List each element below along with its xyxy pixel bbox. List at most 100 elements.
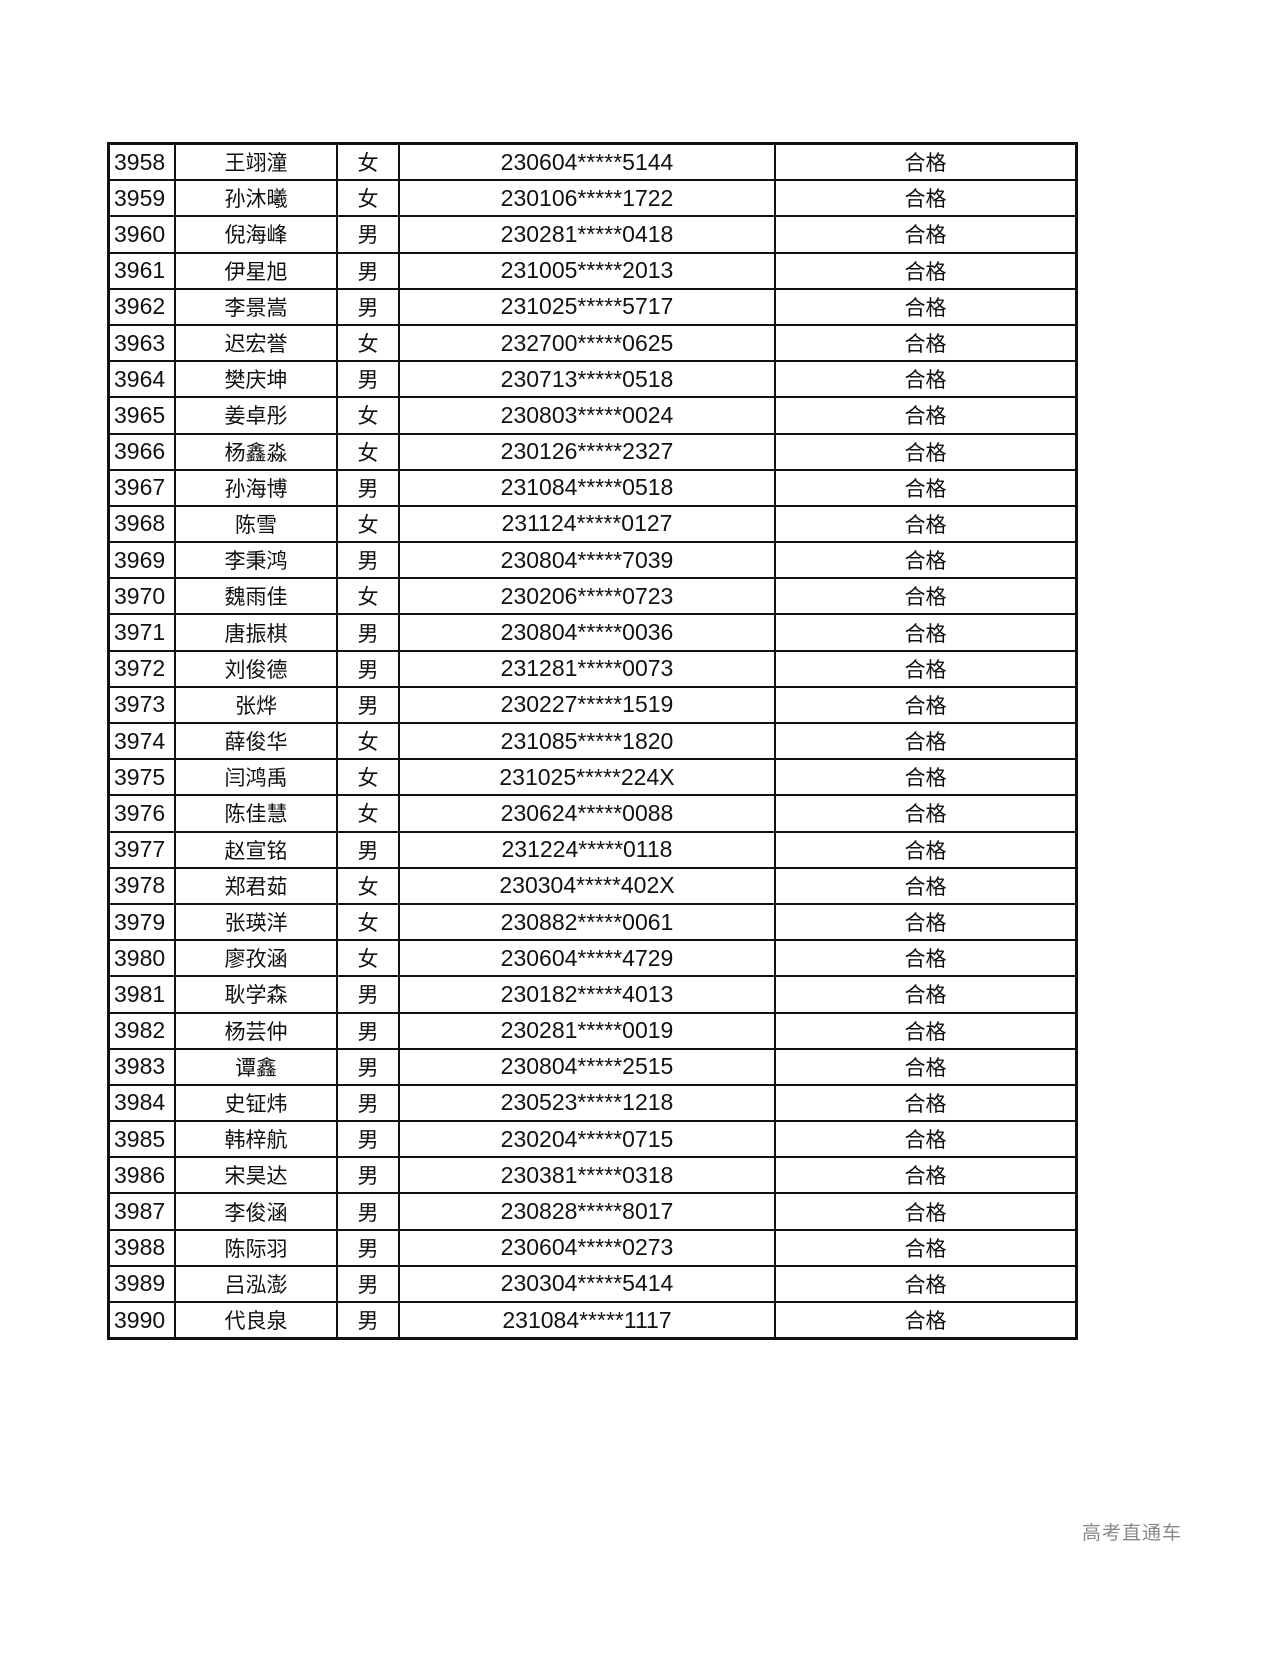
- watermark: 高考直通车: [1082, 1522, 1183, 1544]
- table-row: 3986 宋昊达男 230381*****0318 合格: [107, 1156, 1078, 1195]
- cell-no: 3990: [107, 1301, 176, 1340]
- table-row: 3966 杨鑫淼女 230126*****2327 合格: [107, 432, 1078, 471]
- cell-sex: 男: [336, 1301, 400, 1340]
- cell-no: 3981: [107, 975, 176, 1014]
- cell-id: 230204*****0715: [398, 1120, 776, 1159]
- cell-name: 杨鑫淼: [174, 432, 338, 471]
- cell-sex: 女: [336, 794, 400, 833]
- table-row: 3975 闫鸿禹女 231025*****224X 合格: [107, 758, 1078, 797]
- cell-result: 合格: [774, 432, 1078, 471]
- cell-name: 吕泓澎: [174, 1264, 338, 1304]
- cell-result: 合格: [774, 975, 1078, 1014]
- cell-sex: 女: [336, 758, 400, 797]
- cell-name: 张烨: [174, 685, 338, 725]
- cell-id: 232700*****0625: [398, 323, 776, 363]
- cell-sex: 男: [336, 1264, 400, 1304]
- cell-result: 合格: [774, 142, 1078, 182]
- cell-id: 231084*****0518: [398, 468, 776, 507]
- cell-name: 李景嵩: [174, 287, 338, 326]
- cell-no: 3958: [107, 142, 176, 182]
- cell-name: 迟宏誉: [174, 323, 338, 363]
- cell-result: 合格: [774, 1264, 1078, 1304]
- cell-id: 231025*****5717: [398, 287, 776, 326]
- cell-result: 合格: [774, 830, 1078, 869]
- cell-no: 3962: [107, 287, 176, 326]
- cell-name: 薛俊华: [174, 721, 338, 761]
- cell-no: 3973: [107, 685, 176, 725]
- table-row: 3978 郑君茹女 230304*****402X 合格: [107, 866, 1078, 905]
- cell-no: 3972: [107, 649, 176, 688]
- cell-name: 倪海峰: [174, 215, 338, 254]
- cell-id: 230604*****4729: [398, 939, 776, 978]
- cell-result: 合格: [774, 323, 1078, 363]
- cell-no: 3969: [107, 541, 176, 580]
- table-row: 3988 陈际羽男 230604*****0273 合格: [107, 1228, 1078, 1267]
- cell-result: 合格: [774, 1120, 1078, 1159]
- cell-name: 赵宣铭: [174, 830, 338, 869]
- cell-name: 魏雨佳: [174, 577, 338, 616]
- cell-no: 3985: [107, 1120, 176, 1159]
- cell-result: 合格: [774, 685, 1078, 725]
- cell-id: 230882*****0061: [398, 902, 776, 942]
- table-row: 3987 李俊涵男 230828*****8017 合格: [107, 1192, 1078, 1231]
- cell-sex: 女: [336, 866, 400, 905]
- cell-name: 耿学森: [174, 975, 338, 1014]
- cell-name: 刘俊德: [174, 649, 338, 688]
- cell-name: 闫鸿禹: [174, 758, 338, 797]
- results-table: 3958 王翊潼女 230604*****5144 合格 3959 孙沐曦女 230106*…: [107, 142, 1078, 1341]
- cell-sex: 男: [336, 975, 400, 1014]
- table-row: 3982 杨芸仲男 230281*****0019 合格: [107, 1011, 1078, 1050]
- table-row: 3989 吕泓澎男 230304*****5414 合格: [107, 1264, 1078, 1304]
- cell-sex: 女: [336, 902, 400, 942]
- cell-id: 231084*****1117: [398, 1301, 776, 1340]
- cell-result: 合格: [774, 1228, 1078, 1267]
- cell-sex: 男: [336, 830, 400, 869]
- cell-id: 231224*****0118: [398, 830, 776, 869]
- cell-name: 廖孜涵: [174, 939, 338, 978]
- cell-id: 230804*****2515: [398, 1047, 776, 1086]
- cell-no: 3975: [107, 758, 176, 797]
- cell-result: 合格: [774, 541, 1078, 580]
- cell-sex: 男: [336, 1228, 400, 1267]
- cell-sex: 男: [336, 251, 400, 290]
- table-row: 3971 唐振棋男 230804*****0036 合格: [107, 613, 1078, 652]
- cell-sex: 男: [336, 468, 400, 507]
- cell-id: 231005*****2013: [398, 251, 776, 290]
- cell-result: 合格: [774, 1156, 1078, 1195]
- cell-no: 3982: [107, 1011, 176, 1050]
- cell-sex: 男: [336, 1083, 400, 1123]
- cell-result: 合格: [774, 215, 1078, 254]
- cell-name: 孙沐曦: [174, 179, 338, 218]
- table-row: 3965 姜卓彤女 230803*****0024 合格: [107, 396, 1078, 435]
- cell-sex: 男: [336, 613, 400, 652]
- cell-sex: 女: [336, 396, 400, 435]
- cell-no: 3987: [107, 1192, 176, 1231]
- table-row: 3976 陈佳慧女 230624*****0088 合格: [107, 794, 1078, 833]
- table-row: 3973 张烨男 230227*****1519 合格: [107, 685, 1078, 725]
- cell-name: 代良泉: [174, 1301, 338, 1340]
- cell-name: 李俊涵: [174, 1192, 338, 1231]
- table-row: 3972 刘俊德男 231281*****0073 合格: [107, 649, 1078, 688]
- cell-sex: 女: [336, 939, 400, 978]
- table-row: 3964 樊庆坤男 230713*****0518 合格: [107, 360, 1078, 399]
- cell-sex: 男: [336, 1192, 400, 1231]
- cell-name: 孙海博: [174, 468, 338, 507]
- cell-name: 史钲炜: [174, 1083, 338, 1123]
- table-row: 3985 韩梓航男 230204*****0715 合格: [107, 1120, 1078, 1159]
- cell-result: 合格: [774, 1011, 1078, 1050]
- cell-no: 3968: [107, 504, 176, 544]
- cell-sex: 男: [336, 1047, 400, 1086]
- cell-name: 伊星旭: [174, 251, 338, 290]
- table-row: 3958 王翊潼女 230604*****5144 合格: [107, 142, 1078, 182]
- cell-result: 合格: [774, 1047, 1078, 1086]
- cell-sex: 女: [336, 577, 400, 616]
- cell-sex: 男: [336, 215, 400, 254]
- cell-no: 3966: [107, 432, 176, 471]
- cell-id: 230803*****0024: [398, 396, 776, 435]
- table-row: 3969 李秉鸿男 230804*****7039 合格: [107, 541, 1078, 580]
- cell-result: 合格: [774, 939, 1078, 978]
- table-row: 3960 倪海峰男 230281*****0418 合格: [107, 215, 1078, 254]
- cell-no: 3980: [107, 939, 176, 978]
- cell-no: 3979: [107, 902, 176, 942]
- cell-id: 231124*****0127: [398, 504, 776, 544]
